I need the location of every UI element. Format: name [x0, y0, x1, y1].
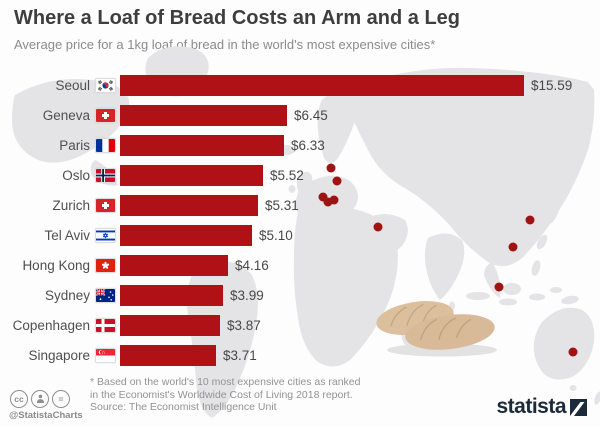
value-label: $6.33 [291, 137, 325, 153]
city-dot-tel-aviv [373, 222, 383, 232]
bread-illustration [376, 301, 497, 357]
page-title: Where a Loaf of Bread Costs an Arm and a… [14, 7, 461, 29]
fr-flag-icon [95, 137, 116, 153]
footnote: * Based on the world's 10 most expensive… [90, 376, 360, 401]
value-label: $3.87 [227, 317, 261, 333]
city-label: Zurich [52, 197, 90, 213]
cc-icon: cc [10, 390, 28, 408]
ch-flag-icon [95, 197, 116, 213]
city-label: Copenhagen [12, 317, 90, 333]
dk-flag-icon [95, 317, 116, 333]
value-bar [120, 104, 287, 126]
footnote-line1: * Based on the world's 10 most expensive… [90, 376, 361, 388]
city-dot-seoul [525, 215, 535, 225]
sg-flag-icon [95, 347, 116, 363]
city-label: Oslo [62, 167, 90, 183]
au-flag-icon [95, 287, 116, 303]
value-bar [120, 224, 252, 246]
statista-logo: statista [496, 395, 587, 419]
value-bar [120, 314, 220, 336]
value-label: $3.71 [223, 347, 257, 363]
city-dot-zurich [329, 195, 339, 205]
city-dot-oslo [326, 163, 336, 173]
hk-flag-icon [95, 257, 116, 273]
bar-row: Singapore $3.71 [0, 340, 600, 370]
value-label: $5.52 [270, 167, 304, 183]
statista-handle: @StatistaCharts [9, 410, 83, 421]
value-bar [120, 134, 284, 156]
kr-flag-icon [95, 77, 116, 93]
value-bar [120, 194, 258, 216]
ch-flag-icon [95, 107, 116, 123]
bar-row: Sydney $3.99 [0, 280, 600, 310]
value-label: $15.59 [531, 77, 573, 93]
value-bar [120, 344, 216, 366]
source-line: Source: The Economist Intelligence Unit [90, 401, 277, 413]
bar-row: Oslo $5.52 [0, 160, 600, 190]
value-bar [120, 254, 228, 276]
bar-row: Hong Kong $4.16 [0, 250, 600, 280]
bar-row: Tel Aviv $5.10 [0, 220, 600, 250]
value-bar [120, 164, 263, 186]
city-label: Hong Kong [22, 257, 90, 273]
value-label: $6.45 [294, 107, 328, 123]
bar-row: Zurich $5.31 [0, 190, 600, 220]
value-label: $5.10 [259, 227, 293, 243]
statista-logo-icon [570, 398, 587, 416]
attribution-icon [31, 390, 49, 408]
no-flag-icon [95, 167, 116, 183]
city-dot-singapore [494, 282, 504, 292]
city-dot-hong-kong [508, 242, 518, 252]
city-label: Singapore [28, 347, 90, 363]
value-bar [120, 284, 223, 306]
bar-chart: Seoul $15.59 Geneva $6.45 Paris $6.33 Oslo $5.5… [0, 70, 600, 370]
city-label: Sydney [44, 287, 90, 303]
bar-row: Seoul $15.59 [0, 70, 600, 100]
value-label: $4.16 [235, 257, 269, 273]
city-dot-sydney [568, 347, 578, 357]
bar-row: Paris $6.33 [0, 130, 600, 160]
page-subtitle: Average price for a 1kg loaf of bread in… [14, 37, 436, 52]
city-label: Tel Aviv [44, 227, 90, 243]
city-dot-geneva [323, 197, 333, 207]
value-label: $3.99 [230, 287, 264, 303]
city-dot-copenhagen [332, 176, 342, 186]
license-icons: cc = [10, 390, 70, 408]
city-label: Paris [59, 137, 90, 153]
value-bar [120, 74, 524, 96]
city-label: Geneva [42, 107, 90, 123]
footnote-line2: in the Economist's Worldwide Cost of Liv… [90, 388, 353, 401]
city-dot-paris [318, 192, 328, 202]
statista-logo-text: statista [496, 395, 566, 418]
bar-row: Geneva $6.45 [0, 100, 600, 130]
city-label: Seoul [55, 77, 90, 93]
bar-row: Copenhagen $3.87 [0, 310, 600, 340]
nd-icon: = [52, 390, 70, 408]
il-flag-icon [95, 227, 116, 243]
value-label: $5.31 [265, 197, 299, 213]
